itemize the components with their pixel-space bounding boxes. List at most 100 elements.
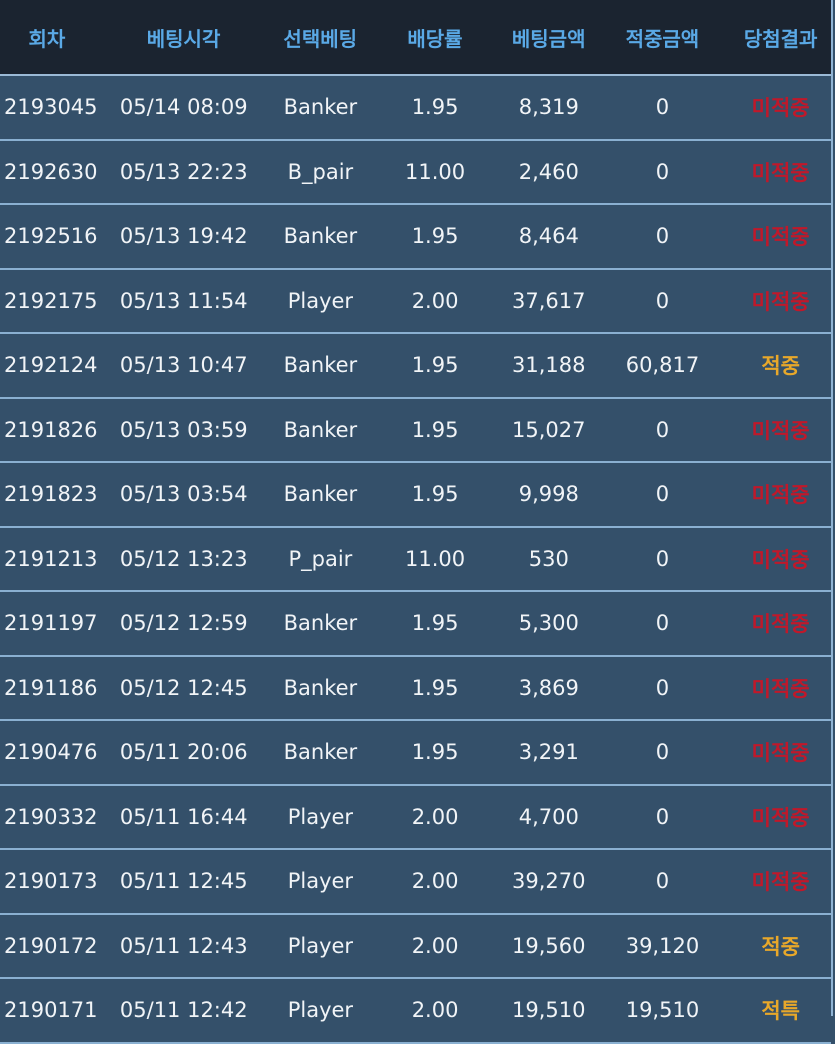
cell-bet-choice: Player bbox=[287, 804, 354, 829]
cell-bet-time: 05/11 20:06 bbox=[119, 740, 248, 765]
cell-odds: 2.00 bbox=[411, 804, 459, 829]
cell-bet-amount: 8,464 bbox=[518, 224, 579, 249]
header-win-amount: 적중금액 bbox=[625, 26, 700, 51]
cell-bet-time: 05/13 11:54 bbox=[119, 288, 248, 313]
cell-odds: 1.95 bbox=[411, 224, 459, 249]
header-bet-time: 베팅시각 bbox=[146, 26, 221, 51]
cell-win-amount: 19,510 bbox=[625, 998, 700, 1023]
cell-bet-time: 05/11 12:45 bbox=[119, 869, 248, 894]
header-round: 회차 bbox=[28, 26, 66, 51]
cell-bet-amount: 19,510 bbox=[512, 998, 586, 1023]
header-odds: 배당률 bbox=[407, 26, 463, 51]
cell-result: 미적중 bbox=[751, 160, 810, 185]
cell-bet-amount: 4,700 bbox=[518, 804, 579, 829]
header-bet-choice: 선택베팅 bbox=[283, 26, 358, 51]
cell-bet-time: 05/13 10:47 bbox=[119, 353, 248, 378]
cell-odds: 2.00 bbox=[411, 933, 459, 958]
cell-result: 미적중 bbox=[751, 483, 810, 508]
table-row[interactable]: 2192124 05/13 10:47 Banker 1.95 31,188 60,817… bbox=[0, 334, 831, 399]
table-row[interactable]: 2193045 05/14 08:09 Banker 1.95 8,319 0 미적중 bbox=[0, 76, 831, 141]
cell-odds: 11.00 bbox=[405, 546, 466, 571]
cell-odds: 1.95 bbox=[411, 353, 459, 378]
cell-bet-amount: 9,998 bbox=[518, 482, 579, 507]
cell-result: 미적중 bbox=[751, 612, 810, 637]
table-row[interactable]: 2191823 05/13 03:54 Banker 1.95 9,998 0 미적중 bbox=[0, 463, 831, 528]
cell-bet-amount: 2,460 bbox=[518, 159, 579, 184]
cell-round: 2190171 bbox=[4, 998, 98, 1023]
cell-win-amount: 39,120 bbox=[625, 933, 700, 958]
cell-bet-amount: 8,319 bbox=[518, 95, 579, 120]
cell-bet-amount: 19,560 bbox=[512, 933, 586, 958]
cell-bet-choice: Banker bbox=[283, 482, 358, 507]
cell-bet-choice: B_pair bbox=[287, 159, 354, 184]
cell-result: 미적중 bbox=[751, 805, 810, 830]
cell-odds: 1.95 bbox=[411, 740, 459, 765]
table-row[interactable]: 2191186 05/12 12:45 Banker 1.95 3,869 0 미적중 bbox=[0, 656, 831, 721]
cell-odds: 11.00 bbox=[405, 159, 466, 184]
cell-round: 2192175 bbox=[4, 288, 98, 313]
cell-result: 미적중 bbox=[751, 741, 810, 766]
cell-bet-choice: Banker bbox=[283, 224, 358, 249]
table-row[interactable]: 2192516 05/13 19:42 Banker 1.95 8,464 0 미적중 bbox=[0, 205, 831, 270]
cell-result: 미적중 bbox=[751, 676, 810, 701]
table-row[interactable]: 2190173 05/11 12:45 Player 2.00 39,270 0 미적중 bbox=[0, 850, 831, 915]
cell-result: 적특 bbox=[761, 999, 800, 1024]
cell-bet-choice: Banker bbox=[283, 611, 358, 636]
cell-round: 2190173 bbox=[4, 869, 98, 894]
cell-round: 2191186 bbox=[4, 675, 98, 700]
cell-bet-amount: 31,188 bbox=[512, 353, 586, 378]
cell-bet-time: 05/11 12:43 bbox=[119, 933, 248, 958]
cell-bet-amount: 37,617 bbox=[512, 288, 586, 313]
table-row[interactable]: 2191826 05/13 03:59 Banker 1.95 15,027 0 미적중 bbox=[0, 398, 831, 463]
cell-win-amount: 0 bbox=[655, 804, 670, 829]
cell-win-amount: 0 bbox=[655, 95, 670, 120]
cell-round: 2193045 bbox=[4, 95, 98, 120]
cell-odds: 1.95 bbox=[411, 417, 459, 442]
table-header: 회차 베팅시각 선택베팅 배당률 베팅금액 적중금액 당첨결과 bbox=[0, 0, 831, 76]
cell-bet-choice: Player bbox=[287, 933, 354, 958]
table-row[interactable]: 2190476 05/11 20:06 Banker 1.95 3,291 0 미적중 bbox=[0, 721, 831, 786]
header-result: 당첨결과 bbox=[743, 26, 818, 51]
cell-bet-choice: Banker bbox=[283, 95, 358, 120]
cell-bet-time: 05/13 03:59 bbox=[119, 417, 248, 442]
table-row[interactable]: 2190332 05/11 16:44 Player 2.00 4,700 0 미적중 bbox=[0, 785, 831, 850]
cell-bet-time: 05/11 12:42 bbox=[119, 998, 248, 1023]
cell-result: 미적중 bbox=[751, 870, 810, 895]
table-row[interactable]: 2190172 05/11 12:43 Player 2.00 19,560 39,120… bbox=[0, 914, 831, 979]
cell-result: 적중 bbox=[761, 934, 800, 959]
cell-bet-time: 05/12 12:59 bbox=[119, 611, 248, 636]
table-row[interactable]: 2191213 05/12 13:23 P_pair 11.00 530 0 미적중 bbox=[0, 527, 831, 592]
cell-bet-time: 05/11 16:44 bbox=[119, 804, 248, 829]
cell-win-amount: 0 bbox=[655, 482, 670, 507]
header-bet-amount: 베팅금액 bbox=[511, 26, 586, 51]
cell-win-amount: 0 bbox=[655, 224, 670, 249]
table-row[interactable]: 2192175 05/13 11:54 Player 2.00 37,617 0 미적중 bbox=[0, 269, 831, 334]
table-body: 2193045 05/14 08:09 Banker 1.95 8,319 0 미적중 219… bbox=[0, 76, 831, 1044]
cell-round: 2192630 bbox=[4, 159, 98, 184]
cell-bet-amount: 3,869 bbox=[518, 675, 579, 700]
cell-win-amount: 0 bbox=[655, 611, 670, 636]
table-row[interactable]: 2190171 05/11 12:42 Player 2.00 19,510 19,510… bbox=[0, 979, 831, 1044]
cell-odds: 1.95 bbox=[411, 675, 459, 700]
table-row[interactable]: 2191197 05/12 12:59 Banker 1.95 5,300 0 미적중 bbox=[0, 592, 831, 657]
cell-win-amount: 0 bbox=[655, 288, 670, 313]
cell-odds: 1.95 bbox=[411, 482, 459, 507]
cell-odds: 1.95 bbox=[411, 95, 459, 120]
cell-bet-time: 05/12 12:45 bbox=[119, 675, 248, 700]
cell-bet-amount: 39,270 bbox=[512, 869, 586, 894]
cell-round: 2191197 bbox=[4, 611, 98, 636]
cell-bet-choice: Player bbox=[287, 288, 354, 313]
cell-round: 2192516 bbox=[4, 224, 98, 249]
cell-result: 미적중 bbox=[751, 225, 810, 250]
cell-odds: 2.00 bbox=[411, 998, 459, 1023]
cell-win-amount: 0 bbox=[655, 740, 670, 765]
cell-round: 2192124 bbox=[4, 353, 98, 378]
cell-result: 미적중 bbox=[751, 547, 810, 572]
cell-round: 2191823 bbox=[4, 482, 98, 507]
cell-bet-amount: 530 bbox=[528, 546, 569, 571]
cell-bet-choice: Banker bbox=[283, 675, 358, 700]
cell-round: 2190332 bbox=[4, 804, 98, 829]
table-row[interactable]: 2192630 05/13 22:23 B_pair 11.00 2,460 0 미적중 bbox=[0, 140, 831, 205]
cell-bet-time: 05/13 22:23 bbox=[119, 159, 248, 184]
cell-result: 미적중 bbox=[751, 418, 810, 443]
